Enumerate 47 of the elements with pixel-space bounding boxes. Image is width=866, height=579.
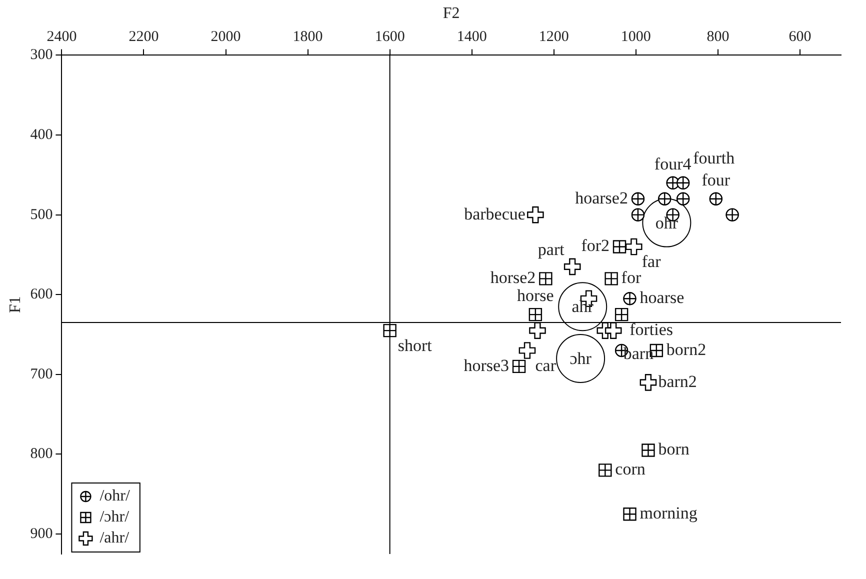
data-label: horse3 <box>464 356 510 375</box>
x-tick-label: 1600 <box>374 29 405 46</box>
legend-label: /ahr/ <box>100 530 130 547</box>
x-tick-label: 600 <box>788 29 812 46</box>
y-axis-title: F1 <box>6 296 24 314</box>
data-label: horse <box>517 286 554 306</box>
x-tick-label: 2000 <box>210 29 241 46</box>
data-label: forties <box>630 320 674 340</box>
y-tick-label: 400 <box>30 126 53 143</box>
x-tick-label: 1000 <box>620 29 651 46</box>
data-label: for2 <box>581 236 610 256</box>
x-tick-label: 2400 <box>46 29 77 46</box>
data-label: corn <box>615 460 646 479</box>
legend-label: /ɔhr/ <box>100 508 130 526</box>
data-label: hoarse2 <box>575 188 628 208</box>
data-label: hoarse <box>640 288 684 308</box>
x-tick-label: 1200 <box>538 29 569 46</box>
x-axis-title: F2 <box>442 4 460 22</box>
data-label: short <box>398 336 432 356</box>
data-label: ɔhr <box>570 348 592 368</box>
data-label: four4 <box>654 154 692 174</box>
data-label: ohr <box>655 213 678 232</box>
x-tick-label: 800 <box>706 29 730 46</box>
x-tick-label: 1400 <box>456 29 487 46</box>
data-label: car <box>535 356 556 375</box>
y-tick-label: 500 <box>30 206 53 223</box>
x-tick-label: 1800 <box>292 29 323 46</box>
y-tick-label: 700 <box>30 366 53 382</box>
data-label: for <box>621 268 642 288</box>
y-tick-label: 800 <box>30 446 53 462</box>
data-label: four <box>702 170 730 190</box>
data-label: part <box>538 240 565 260</box>
data-label: barn <box>623 344 654 364</box>
data-label: barn2 <box>658 372 697 391</box>
data-label: fourth <box>693 148 736 168</box>
x-tick-label: 2200 <box>128 29 159 46</box>
y-tick-label: 600 <box>30 286 53 303</box>
data-label: born2 <box>666 340 706 359</box>
y-tick-label: 900 <box>30 526 53 542</box>
data-label: morning <box>640 504 698 523</box>
data-label: barbecue <box>464 204 526 224</box>
data-label: horse2 <box>490 268 536 288</box>
data-label: ahr <box>572 297 594 316</box>
y-tick-label: 300 <box>30 47 53 64</box>
legend-label: /ohr/ <box>100 488 130 505</box>
data-label: far <box>642 252 662 272</box>
data-label: born <box>658 440 690 459</box>
